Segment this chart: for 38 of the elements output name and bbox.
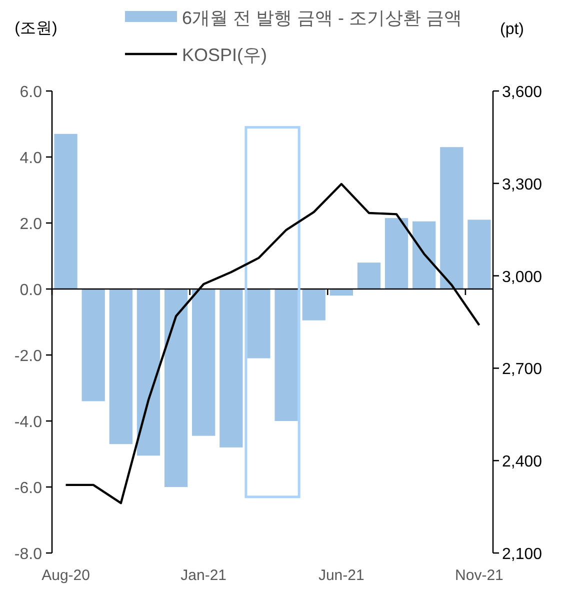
bar: [164, 289, 188, 487]
y-axis-title: (조원): [14, 20, 58, 37]
bar: [192, 289, 216, 436]
bar: [440, 147, 464, 289]
y2-tick-label: 2,100: [502, 546, 542, 563]
legend-label: KOSPI(우): [182, 45, 268, 65]
y2-tick-label: 2,400: [502, 454, 542, 471]
bar: [82, 289, 105, 402]
x-tick-label: Nov-21: [455, 567, 504, 584]
bar: [468, 220, 491, 289]
y-tick-label: 6.0: [20, 84, 42, 101]
y-tick-label: -2.0: [14, 348, 42, 365]
y2-tick-label: 3,000: [502, 268, 542, 286]
x-tick-label: Jun-21: [318, 567, 364, 584]
bar: [274, 289, 298, 421]
bar: [136, 289, 160, 456]
bar: [302, 289, 326, 320]
legend-label: 6개월 전 발행 금액 - 조기상환 금액: [182, 8, 462, 28]
y-tick-label: -6.0: [14, 480, 42, 497]
bar: [109, 289, 132, 444]
bar: [54, 134, 78, 289]
y-tick-label: -4.0: [14, 414, 42, 431]
y-tick-label: 4.0: [20, 150, 42, 167]
y-tick-label: 2.0: [20, 216, 42, 233]
y2-axis-title: (pt): [500, 21, 524, 38]
y2-tick-label: 2,700: [502, 361, 542, 378]
y-tick-label: 0.0: [20, 282, 42, 299]
bar: [357, 262, 381, 289]
y2-tick-label: 3,300: [502, 176, 542, 194]
bar: [220, 289, 243, 448]
bar: [384, 218, 408, 289]
x-tick-label: Aug-20: [42, 567, 90, 584]
bar: [330, 289, 353, 296]
y2-tick-label: 3,600: [502, 84, 542, 101]
x-tick-label: Jan-21: [180, 567, 227, 584]
bar: [412, 221, 436, 289]
bar: [247, 289, 270, 358]
y-tick-label: -8.0: [14, 546, 42, 563]
